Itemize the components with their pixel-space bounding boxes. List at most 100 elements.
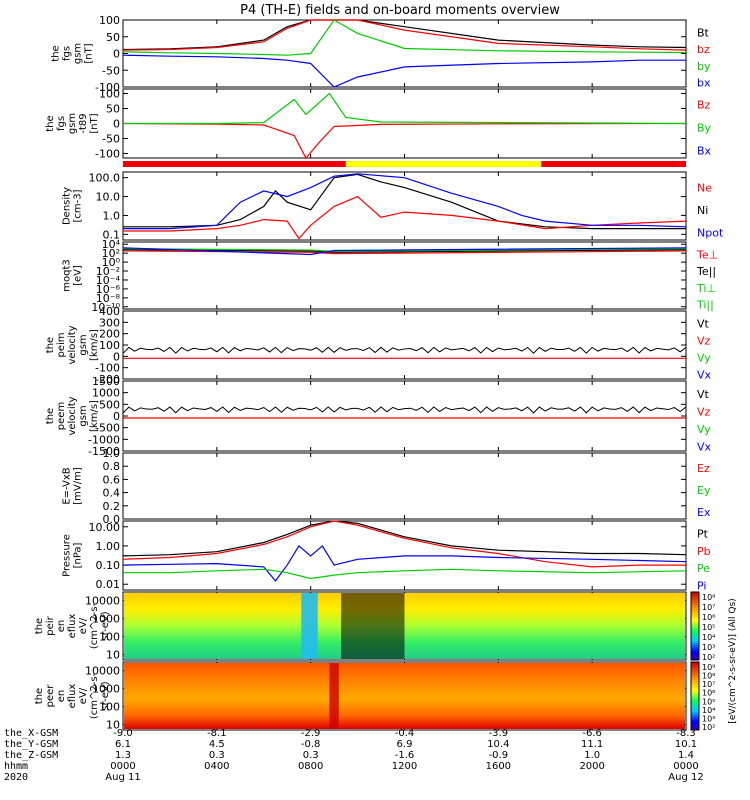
status-bar-segment — [123, 161, 346, 167]
y-tick-label: 1000 — [92, 613, 120, 626]
y-axis-label-line: en — [56, 690, 67, 703]
x-axis-value-z: 1.0 — [584, 750, 600, 761]
legend-ni: Ni — [697, 204, 708, 217]
y-tick-label: 0.4 — [103, 487, 121, 500]
x-axis-value-x: -2.9 — [301, 728, 321, 739]
y-tick-label: 10 — [106, 649, 120, 662]
y-axis-label: thepeirenefluxeV/(cm^2-s-sr-eV) — [34, 602, 111, 649]
y-tick-label: 100 — [99, 88, 120, 101]
panel-frame — [122, 310, 687, 380]
y-tick-label: 0.0 — [103, 513, 121, 526]
y-tick-label: -1000 — [88, 433, 120, 446]
y-tick-label: 0.1 — [103, 228, 121, 241]
colorbar-tick-label: 10² — [702, 723, 715, 732]
y-tick-label: 10⁻⁶ — [96, 283, 121, 296]
legend-pi: Pi — [697, 579, 706, 592]
y-axis-label-line: gsm — [78, 334, 89, 355]
legend-vt: Vt — [697, 318, 710, 331]
y-axis-label: thefgsgsm[nT] — [51, 43, 95, 64]
legend-by: by — [697, 60, 711, 73]
legend-bx: bx — [697, 77, 711, 90]
y-axis-label-line: peem — [56, 402, 67, 430]
y-axis-label-line: E=-VxB — [62, 467, 73, 504]
y-tick-label: -100 — [95, 362, 120, 375]
colorbar-tick-label: 10² — [702, 653, 715, 662]
x-axis-value-date: Aug 11 — [105, 772, 140, 783]
colorbar-tick-label: 10⁴ — [702, 633, 715, 642]
y-axis-label: Pressure[nPa] — [62, 534, 84, 577]
electron-spectrogram-feature — [329, 663, 339, 729]
colorbar-tick-label: 10⁷ — [702, 680, 715, 689]
y-tick-label: 10.0 — [96, 191, 121, 204]
legend-pb: Pb — [697, 545, 711, 558]
y-axis-label-line: sr-eV) — [100, 611, 111, 640]
y-tick-label: 100.0 — [89, 172, 121, 185]
y-axis-label-line: -t89 — [78, 113, 89, 133]
legend-te⊥: Te⊥ — [696, 248, 718, 261]
series-line-by — [122, 19, 687, 56]
legend-te||: Te|| — [696, 265, 716, 278]
y-tick-label: 10⁰ — [102, 256, 121, 269]
legend-bx: Bx — [697, 145, 712, 158]
y-tick-label: 10000 — [85, 665, 120, 678]
y-axis-label-line: Pressure — [62, 534, 73, 577]
y-tick-label: 10⁻⁸ — [96, 292, 121, 305]
panel-efield: E=-VxB[mV/m] — [62, 452, 687, 520]
electron-spectrogram — [124, 663, 685, 729]
y-axis-label: thepeimvelocitygsm[km/s] — [45, 325, 100, 364]
y-axis-label: moqt3[eV] — [62, 259, 84, 292]
x-axis-value-y: 10.1 — [675, 739, 697, 750]
y-axis-label-line: [nPa] — [73, 542, 84, 568]
x-axis-row-label: the_X-GSM — [4, 728, 58, 739]
series-line-bx — [122, 54, 686, 88]
y-axis-label: thepeemvelocitygsm[km/s] — [45, 396, 100, 435]
legend-by: By — [697, 122, 712, 135]
x-axis-value-hhmm: 0400 — [204, 761, 229, 772]
ion-spectrogram-feature — [341, 593, 405, 659]
legend-pt: Pt — [697, 528, 709, 541]
y-axis-label-line: moqt3 — [62, 259, 73, 292]
legend-vz: Vz — [697, 335, 711, 348]
x-axis-value-z: 1.4 — [678, 750, 694, 761]
x-axis-value-x: -9.0 — [113, 728, 133, 739]
colorbar-tick-label: 10⁸ — [702, 593, 715, 602]
y-axis-label: Density[cm-3] — [62, 187, 84, 225]
y-axis-label-line: [cm-3] — [73, 189, 84, 222]
legend-vx: Vx — [697, 440, 712, 453]
legend-bz: Bz — [697, 99, 711, 112]
y-axis-label-line: eV/ — [78, 617, 89, 634]
y-tick-label: 0.8 — [103, 460, 121, 473]
y-tick-label: 1.0 — [103, 209, 121, 222]
series-line-bz — [122, 122, 687, 160]
y-axis-label-line: the — [45, 115, 56, 131]
y-tick-label: 1.0 — [103, 447, 121, 460]
velocity-trace — [122, 406, 687, 414]
colorbar-tick-label: 10³ — [702, 643, 715, 652]
panel-frame — [122, 171, 687, 241]
colorbar-tick-label: 10⁶ — [702, 613, 715, 622]
y-axis-label-line: Density — [62, 187, 73, 225]
y-axis-label-line: [km/s] — [89, 400, 100, 432]
y-axis-label-line: [km/s] — [89, 329, 100, 361]
status-bar-segment — [541, 161, 686, 167]
colorbar-tick-label: 10⁵ — [702, 697, 715, 706]
velocity-trace — [122, 346, 687, 354]
y-axis-label-line: peir — [45, 615, 56, 635]
y-tick-label: 10⁻⁴ — [96, 274, 121, 287]
x-axis-row-label: the_Y-GSM — [4, 739, 58, 750]
y-tick-label: 100 — [99, 14, 120, 27]
temperature-trace — [122, 248, 687, 253]
series-line-pe — [123, 568, 687, 580]
y-tick-label: 10000 — [85, 595, 120, 608]
legend-vx: Vx — [697, 369, 712, 382]
y-tick-label: 10⁻² — [96, 265, 120, 278]
legend-ne: Ne — [697, 181, 712, 194]
colorbar-label: [eV/(cm^2-s-sr-eV)] (All Qs) — [728, 598, 738, 723]
legend-pe: Pe — [697, 562, 710, 575]
panel-peem_velocity: thepeemvelocitygsm[km/s] — [45, 380, 687, 452]
y-tick-label: 0.2 — [103, 500, 121, 513]
y-tick-label: 0 — [113, 118, 120, 131]
series-line-pb — [122, 520, 686, 568]
legend-bz: bz — [697, 43, 710, 56]
y-tick-label: 100 — [99, 339, 120, 352]
